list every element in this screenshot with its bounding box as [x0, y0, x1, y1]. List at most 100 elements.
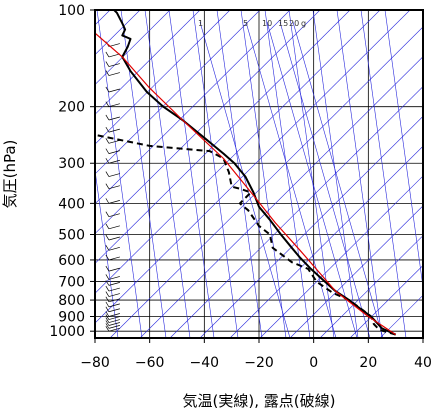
barb-shaft	[108, 298, 120, 303]
dry-adiabat-line	[229, 145, 423, 338]
dry-adiabat-line	[95, 10, 201, 115]
dry-adiabat-line	[199, 115, 423, 338]
barb-shaft	[108, 322, 120, 326]
wind-barbs	[105, 41, 120, 332]
y-tick-label: 200	[58, 100, 85, 116]
barb-shaft	[108, 213, 120, 218]
wind-barb	[105, 265, 120, 272]
isotherm-line	[360, 10, 407, 338]
wind-barb	[105, 61, 120, 67]
isotherm-line	[336, 10, 383, 338]
wind-barb	[105, 223, 120, 230]
wind-barb	[105, 254, 120, 261]
dry-adiabat-line	[169, 86, 423, 338]
barb-feather	[105, 296, 110, 302]
wind-barb	[105, 296, 120, 303]
barb-feather	[105, 323, 110, 329]
isotherm-line	[144, 10, 191, 338]
x-axis-label: 気温(実線), 露点(破線)	[183, 392, 336, 410]
profile-dashed-black	[95, 133, 396, 336]
barb-feather	[105, 211, 110, 217]
dry-adiabat-line	[95, 10, 321, 235]
wind-barb	[105, 114, 120, 121]
barb-feather	[105, 61, 110, 67]
barb-shaft	[108, 128, 120, 133]
dry-adiabat-line	[95, 10, 381, 294]
isotherm-line	[312, 10, 359, 338]
wind-barb	[105, 317, 120, 323]
barb-shaft	[108, 116, 120, 121]
isotherm-line	[216, 10, 263, 338]
dry-adiabat-line	[289, 205, 423, 338]
dry-adiabat-line	[95, 10, 351, 264]
x-axis-ticks: −80 −60 −40 −20 0 20 40	[80, 338, 432, 371]
barb-shaft	[108, 72, 120, 76]
barb-shaft	[108, 319, 120, 323]
y-tick-label: 700	[58, 274, 85, 290]
barb-feather	[105, 274, 110, 280]
dry-adiabat-line	[95, 10, 291, 205]
barb-feather	[105, 291, 110, 297]
barb-feather	[105, 158, 110, 164]
dry-adiabat-line	[95, 10, 171, 85]
wind-barb	[105, 326, 120, 332]
barb-shaft	[108, 200, 120, 204]
x-tick-label: 40	[414, 355, 432, 371]
wind-barb	[105, 148, 120, 154]
mixing-ratio-line	[292, 21, 384, 338]
barb-feather	[105, 51, 110, 58]
x-tick-label: −80	[80, 355, 110, 371]
barb-shaft	[108, 246, 120, 251]
barb-shaft	[108, 267, 120, 272]
mixing-ratio-label: 10	[262, 19, 272, 28]
barb-feather	[105, 254, 110, 261]
wind-barb	[105, 183, 120, 190]
mixing-ratio-line	[266, 21, 358, 338]
barb-shaft	[108, 63, 120, 67]
wind-barb	[105, 280, 120, 286]
x-tick-label: 20	[359, 355, 377, 371]
barb-shaft	[108, 325, 120, 329]
y-axis-label: 気圧(hPa)	[1, 140, 19, 209]
barb-feather	[105, 314, 110, 320]
barb-shaft	[108, 327, 120, 332]
barb-shaft	[108, 139, 120, 144]
profile-solid-red	[95, 32, 397, 336]
x-tick-label: −20	[244, 355, 274, 371]
dry-adiabat-line	[349, 265, 423, 338]
barb-feather	[105, 285, 110, 292]
barb-shaft	[108, 256, 120, 261]
wind-barb	[105, 285, 120, 292]
isotherm-line	[168, 10, 215, 338]
barb-feather	[105, 326, 110, 332]
mixing-ratio-line	[199, 21, 291, 338]
barb-shaft	[108, 316, 120, 320]
barb-feather	[105, 301, 110, 308]
barb-feather	[105, 320, 110, 326]
barb-shaft	[108, 287, 120, 292]
barb-feather	[105, 265, 110, 272]
barb-shaft	[108, 303, 120, 308]
isotherm-line	[240, 10, 287, 338]
x-tick-label: 0	[309, 355, 318, 371]
isotherm-line	[264, 10, 311, 338]
barb-shaft	[108, 159, 120, 164]
wind-barb	[105, 274, 120, 280]
dry-adiabat-line	[259, 175, 423, 338]
barb-feather	[105, 280, 110, 286]
dry-adiabat-line	[319, 235, 423, 338]
barb-shaft	[108, 225, 120, 230]
wind-barb	[105, 101, 120, 108]
x-tick-label: −60	[135, 355, 165, 371]
wind-barb	[105, 171, 120, 177]
dry-adiabat-line	[95, 10, 411, 324]
wind-barb	[105, 306, 120, 313]
mixing-ratio-line	[279, 21, 371, 338]
mixing-ratio-label: 5	[243, 19, 248, 28]
wind-barb	[105, 86, 120, 93]
barb-shaft	[108, 185, 120, 190]
barb-feather	[105, 311, 110, 317]
isotherm-line	[192, 10, 239, 338]
y-tick-label: 500	[58, 228, 85, 244]
